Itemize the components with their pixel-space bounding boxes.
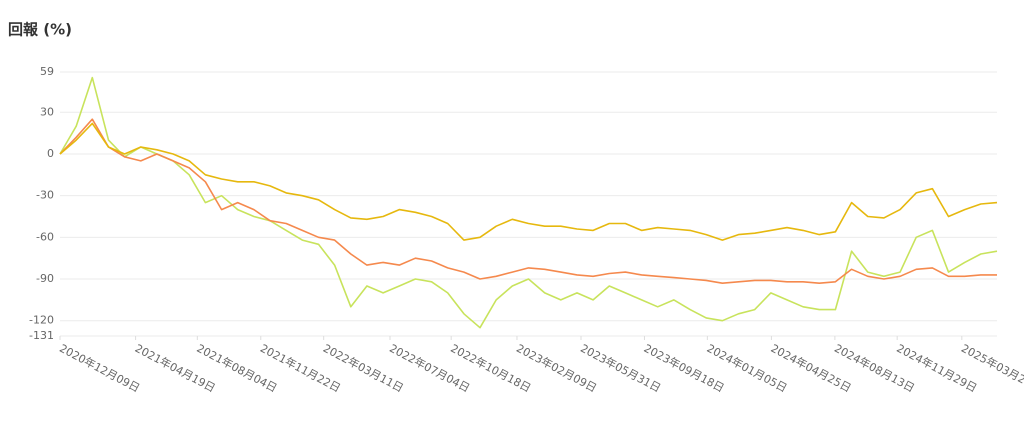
y-tick-label: -30 xyxy=(36,189,54,202)
series-line xyxy=(59,122,998,241)
chart-title: 回報 (%) xyxy=(8,21,72,39)
y-tick-label: -120 xyxy=(29,314,54,327)
y-tick-label: -90 xyxy=(36,272,54,285)
y-tick-label: -60 xyxy=(36,230,54,243)
y-tick-label: 30 xyxy=(40,105,54,118)
x-tick-label: 2020年12月09日 xyxy=(57,341,142,395)
y-tick-label: -131 xyxy=(29,329,54,342)
y-tick-label: 59 xyxy=(40,65,54,78)
series-line xyxy=(59,118,997,284)
y-tick-label: 0 xyxy=(47,147,54,160)
series-line xyxy=(59,76,998,329)
